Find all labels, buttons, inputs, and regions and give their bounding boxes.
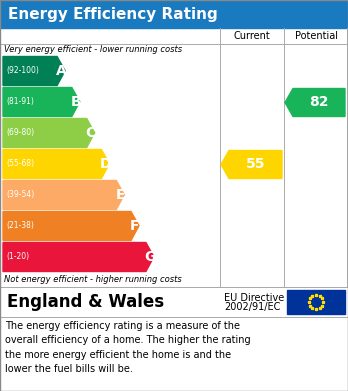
Bar [287, 290, 345, 314]
Text: (81-91): (81-91) [6, 97, 34, 106]
Text: The energy efficiency rating is a measure of the
overall efficiency of a home. T: The energy efficiency rating is a measur… [5, 321, 251, 374]
Text: C: C [86, 126, 96, 140]
Polygon shape [221, 151, 282, 179]
Polygon shape [3, 57, 65, 86]
Text: A: A [56, 64, 66, 78]
Text: (92-100): (92-100) [6, 66, 39, 75]
Bar [0, 0, 348, 28]
Polygon shape [3, 212, 139, 240]
Text: (39-54): (39-54) [6, 190, 34, 199]
Text: England & Wales: England & Wales [7, 293, 164, 311]
Polygon shape [3, 181, 124, 210]
Polygon shape [3, 118, 95, 147]
Text: (1-20): (1-20) [6, 252, 29, 261]
Polygon shape [285, 88, 345, 117]
Text: Energy Efficiency Rating: Energy Efficiency Rating [8, 7, 218, 22]
Text: Current: Current [234, 31, 270, 41]
Text: B: B [71, 95, 81, 109]
Polygon shape [3, 242, 154, 271]
Text: Potential: Potential [294, 31, 338, 41]
Text: Very energy efficient - lower running costs: Very energy efficient - lower running co… [4, 45, 182, 54]
Polygon shape [3, 149, 109, 179]
Text: E: E [116, 188, 125, 202]
Polygon shape [3, 88, 80, 117]
Text: 2002/91/EC: 2002/91/EC [224, 302, 280, 312]
Text: 55: 55 [246, 158, 265, 172]
Text: F: F [130, 219, 140, 233]
Text: (55-68): (55-68) [6, 159, 34, 168]
Text: (21-38): (21-38) [6, 221, 34, 230]
Text: EU Directive: EU Directive [224, 293, 284, 303]
Text: 82: 82 [309, 95, 329, 109]
Text: Not energy efficient - higher running costs: Not energy efficient - higher running co… [4, 276, 182, 285]
Text: G: G [144, 250, 156, 264]
Text: (69-80): (69-80) [6, 128, 34, 137]
Text: D: D [100, 157, 111, 171]
